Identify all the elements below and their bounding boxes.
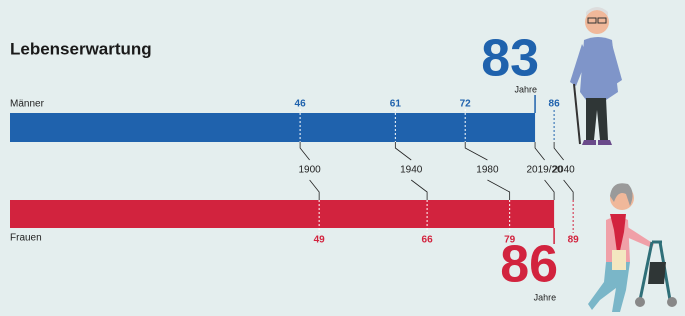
series-name: Frauen — [10, 233, 42, 244]
chart-title: Lebenserwartung — [10, 39, 152, 58]
value-label: 49 — [314, 235, 326, 246]
chart: Lebenserwartung Männer46617283Jahre86Fra… — [0, 0, 685, 316]
year-label: 2040 — [553, 165, 576, 176]
value-label: 66 — [422, 235, 434, 246]
year-label: 1980 — [476, 165, 499, 176]
value-label: 86 — [549, 99, 561, 110]
value-label: 46 — [295, 99, 307, 110]
highlight-value: 86 — [500, 236, 558, 294]
series-name: Männer — [10, 99, 45, 110]
highlight-value: 83 — [481, 30, 539, 88]
unit-label: Jahre — [515, 84, 538, 94]
value-label: 61 — [390, 99, 402, 110]
value-label: 89 — [568, 235, 580, 246]
year-label: 1900 — [299, 165, 322, 176]
value-label: 72 — [460, 99, 472, 110]
bar — [10, 113, 535, 142]
unit-label: Jahre — [534, 292, 557, 302]
year-label: 1940 — [400, 165, 423, 176]
bar — [10, 200, 554, 228]
